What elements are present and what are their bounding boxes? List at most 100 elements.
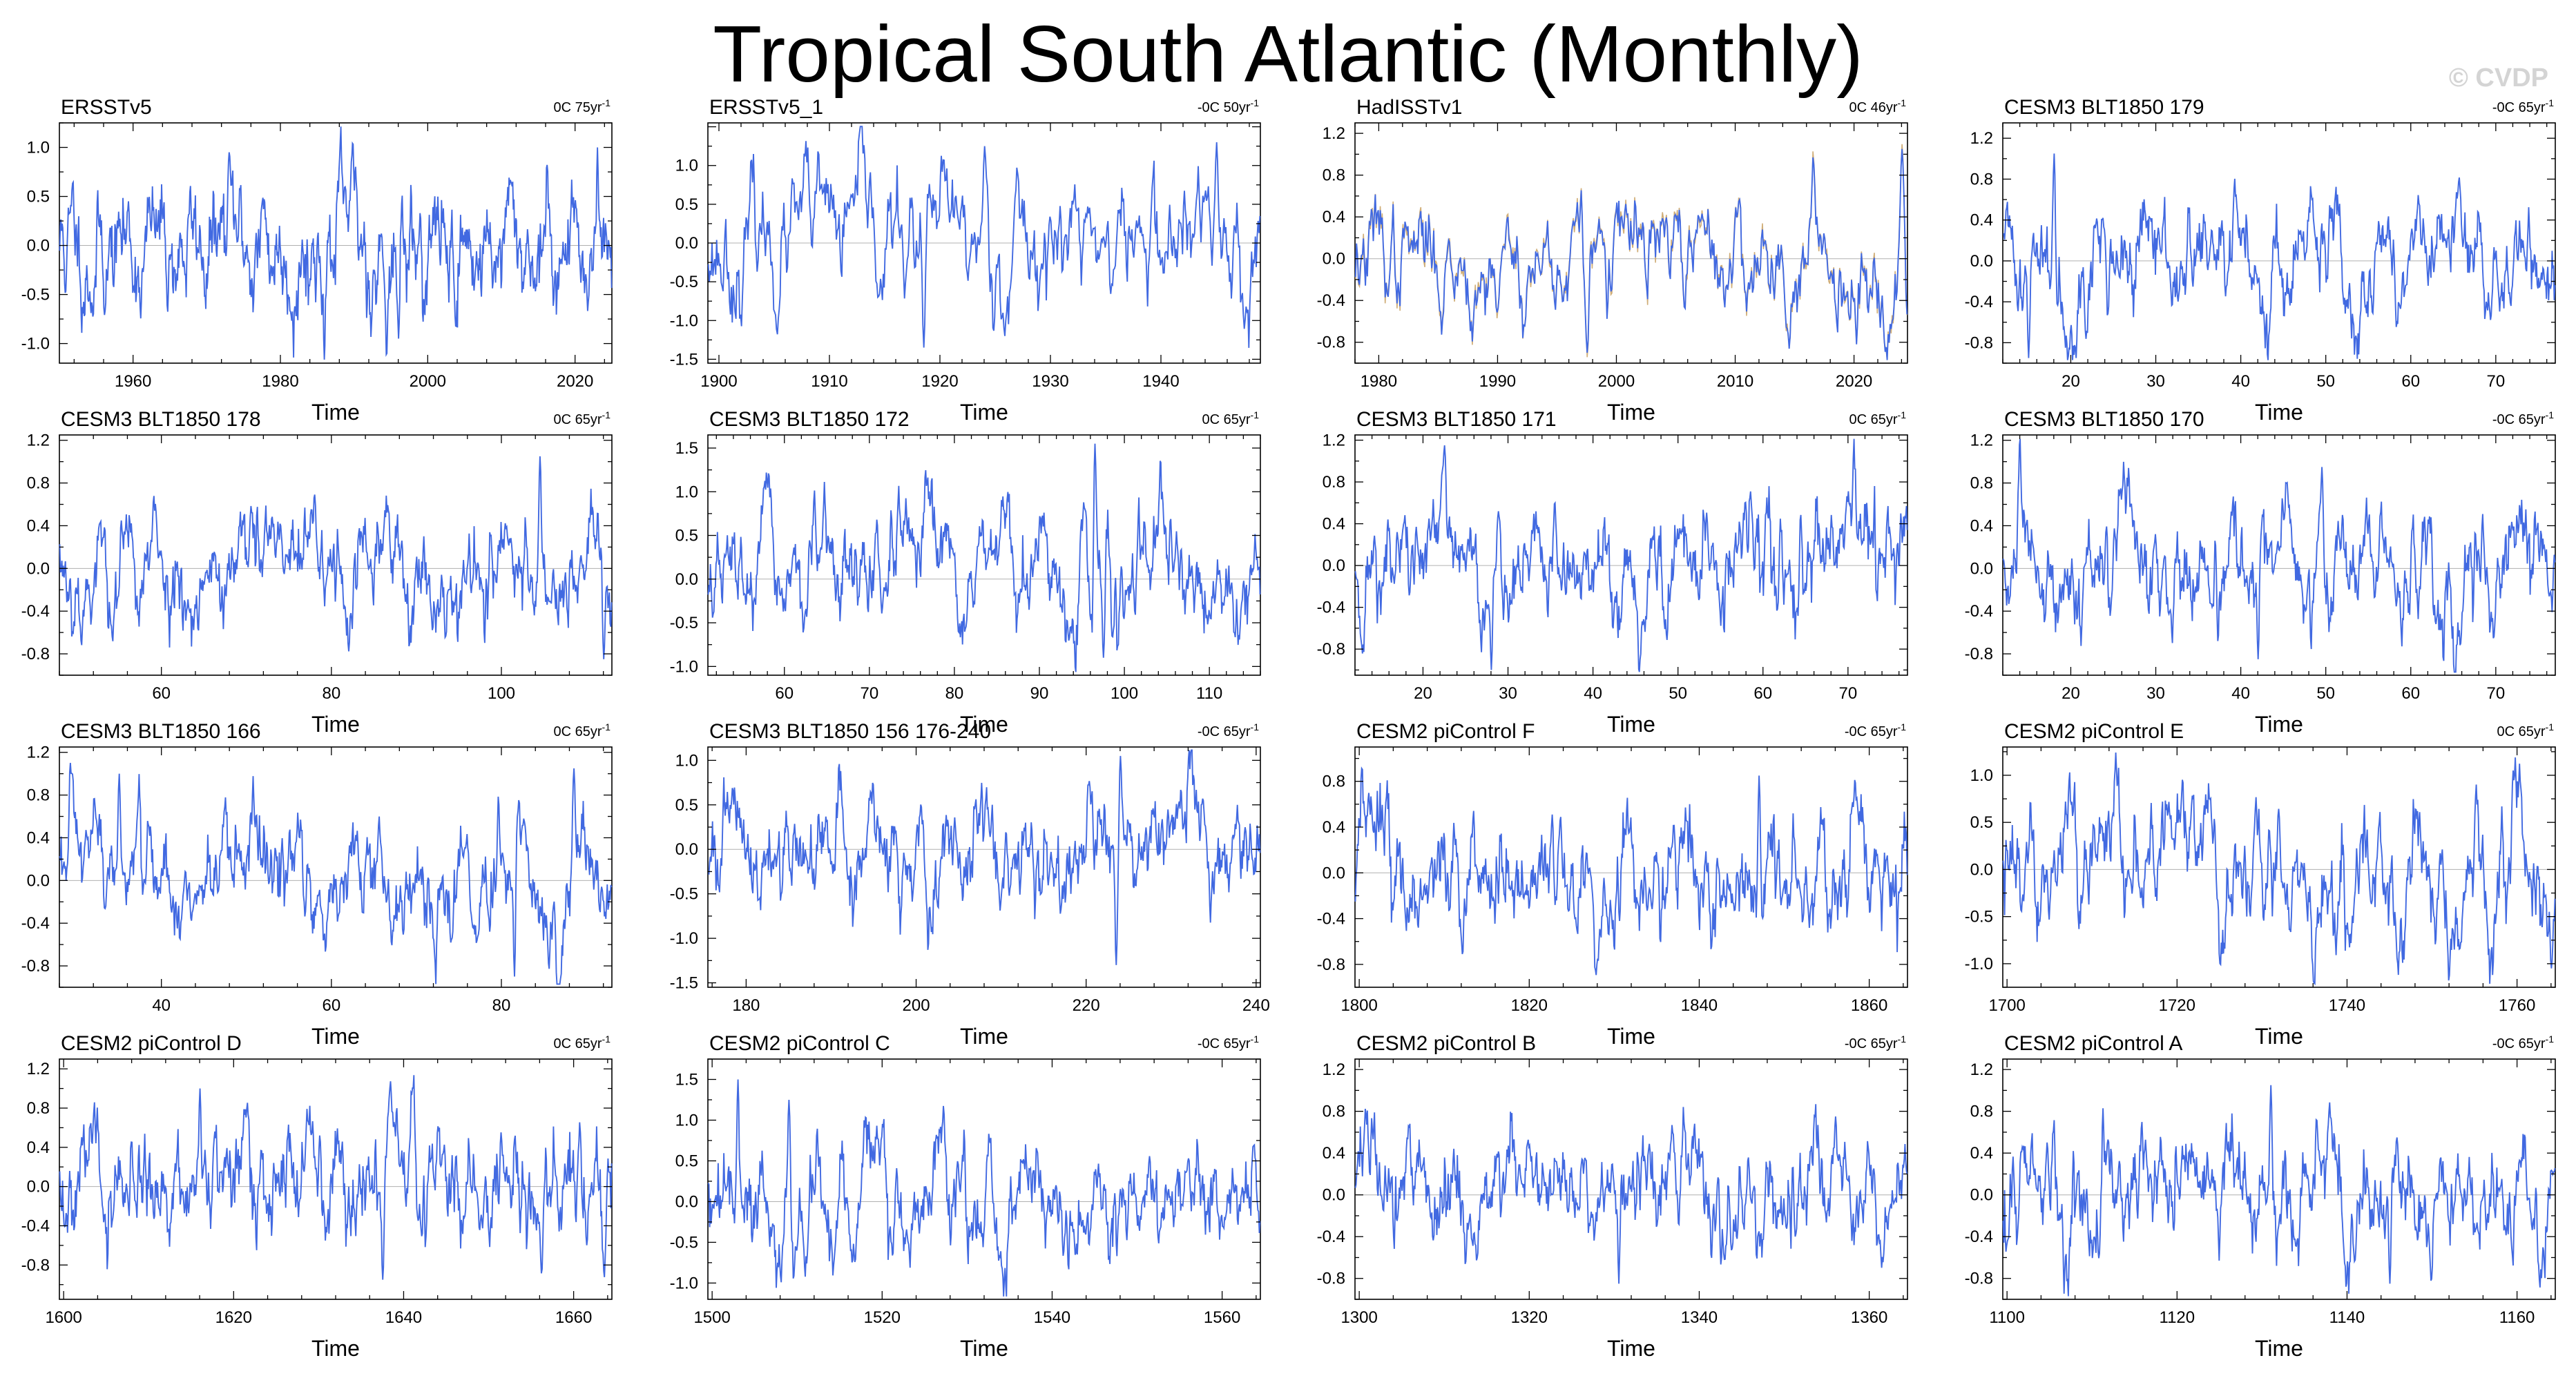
series-line (1354, 766, 1908, 976)
x-axis-label: Time (960, 400, 1008, 425)
y-tick-label: -0.8 (1317, 333, 1345, 352)
series-line (707, 126, 1261, 348)
y-tick-label: 0.0 (1323, 1186, 1345, 1205)
y-tick-label: -0.8 (1965, 1270, 1993, 1288)
x-tick-label: 1720 (2159, 996, 2195, 1015)
x-tick-label: 1540 (1034, 1308, 1070, 1327)
y-tick-label: 0.5 (675, 1152, 698, 1170)
x-tick-label: 2010 (1717, 372, 1753, 391)
panel-title: CESM3 BLT1850 179 (2004, 96, 2204, 119)
page-title: Tropical South Atlantic (Monthly) (713, 9, 1863, 99)
series-line (59, 1075, 613, 1280)
x-tick-label: 2020 (1836, 372, 1872, 391)
x-tick-label: 1620 (215, 1308, 252, 1327)
y-tick-label: 0.0 (27, 1178, 50, 1196)
y-tick-label: -0.8 (1317, 956, 1345, 974)
y-tick-label: -0.8 (21, 1256, 50, 1274)
x-tick-label: 80 (945, 684, 964, 703)
x-tick-label: 60 (1753, 684, 1772, 703)
trend-label: 0C 65yr-1 (554, 409, 611, 427)
x-axis-label: Time (311, 712, 360, 737)
y-tick-label: 0.5 (675, 796, 698, 815)
y-tick-label: 1.0 (675, 157, 698, 175)
y-tick-label: 0.0 (27, 237, 50, 255)
y-tick-label: 0.0 (1970, 860, 1993, 879)
x-tick-label: 1520 (864, 1308, 901, 1327)
y-tick-label: 1.2 (27, 431, 50, 450)
panel-title: CESM2 piControl D (61, 1032, 242, 1055)
y-tick-label: -0.8 (1965, 645, 1993, 663)
x-tick-label: 100 (488, 684, 515, 703)
y-tick-label: 0.8 (1970, 170, 1993, 188)
x-tick-label: 240 (1242, 996, 1270, 1015)
x-tick-label: 100 (1111, 684, 1138, 703)
y-tick-label: -0.4 (1317, 291, 1345, 310)
trend-label: -0C 65yr-1 (1198, 721, 1259, 739)
panel-title: CESM3 BLT1850 156 176-240 (709, 720, 991, 743)
plot-frame (2002, 434, 2556, 676)
x-tick-label: 60 (322, 996, 340, 1015)
x-tick-label: 1160 (2499, 1308, 2535, 1327)
x-tick-label: 70 (860, 684, 878, 703)
y-tick-label: 1.5 (675, 1070, 698, 1089)
x-axis-label: Time (1607, 400, 1655, 425)
x-tick-label: 40 (2231, 372, 2250, 391)
y-tick-label: 0.8 (1970, 1103, 1993, 1121)
x-tick-label: 1840 (1681, 996, 1718, 1015)
chart-panel-2: 1900 1910 1920 1930 1940 -1.5 -1.0 -0.5 0.0 0.5 1.… (670, 96, 1261, 425)
x-tick-label: 30 (2146, 684, 2165, 703)
y-tick-label: 0.5 (675, 195, 698, 214)
chart-panel-13: 1600 1620 1640 1660 -0.8 -0.4 0.0 0.4 0.8 1.2 CESM… (21, 1032, 613, 1361)
x-tick-label: 1740 (2329, 996, 2365, 1015)
y-tick-label: 1.0 (1970, 766, 1993, 785)
x-tick-label: 30 (1499, 684, 1517, 703)
trend-label: 0C 65yr-1 (554, 721, 611, 739)
y-tick-label: 0.4 (1323, 515, 1345, 534)
x-tick-label: 1980 (1361, 372, 1397, 391)
chart-panel-14: 1500 1520 1540 1560 -1.0 -0.5 0.0 0.5 1.0 1.5 CESM… (670, 1032, 1261, 1361)
y-tick-label: -0.5 (670, 1233, 698, 1252)
x-axis-label: Time (1607, 712, 1655, 737)
y-tick-label: -0.4 (1965, 1228, 1993, 1246)
plot-frame (707, 434, 1261, 676)
y-tick-label: 0.0 (1970, 252, 1993, 271)
panel-title: CESM2 piControl A (2004, 1032, 2182, 1055)
chart-panel-1: 1960 1980 2000 2020 -1.0 -0.5 0.0 0.5 1.0 ERSSTv5… (21, 96, 613, 425)
x-tick-label: 50 (2316, 372, 2335, 391)
trend-label: -0C 65yr-1 (2492, 1034, 2554, 1051)
x-tick-label: 1640 (385, 1308, 422, 1327)
y-tick-label: -0.8 (1317, 1270, 1345, 1288)
series-line (707, 1079, 1261, 1297)
plot-frame (1354, 434, 1908, 676)
panel-title: HadISSTv1 (1356, 96, 1462, 119)
trend-label: -0C 65yr-1 (1198, 1034, 1259, 1051)
trend-label: 0C 65yr-1 (1202, 409, 1260, 427)
y-tick-label: 0.5 (27, 188, 50, 206)
x-axis-label: Time (1607, 1336, 1655, 1361)
x-tick-label: 70 (2486, 684, 2505, 703)
x-tick-label: 20 (1414, 684, 1432, 703)
y-tick-label: -0.5 (670, 273, 698, 291)
y-tick-label: 1.2 (27, 1060, 50, 1078)
x-tick-label: 20 (2061, 372, 2080, 391)
x-tick-label: 1980 (262, 372, 298, 391)
x-tick-label: 1560 (1204, 1308, 1240, 1327)
y-tick-label: -1.0 (670, 1274, 698, 1292)
y-tick-label: 1.0 (27, 139, 50, 157)
y-tick-label: 1.2 (1323, 124, 1345, 143)
chart-panel-8: 20 30 40 50 60 70 -0.8 -0.4 0.0 0.4 0.8 1.2 CESM3 BL… (1965, 408, 2556, 737)
y-tick-label: 1.2 (1970, 431, 1993, 450)
trend-label: 0C 65yr-1 (554, 1034, 611, 1051)
y-tick-label: 0.4 (27, 828, 50, 847)
chart-panel-7: 20 30 40 50 60 70 -0.8 -0.4 0.0 0.4 0.8 1.2 CESM3 BL… (1317, 408, 1908, 737)
obs-overlay-line (1354, 144, 1908, 360)
panel-title: ERSSTv5_1 (709, 96, 823, 119)
x-axis-label: Time (2255, 712, 2303, 737)
y-tick-label: 0.8 (27, 786, 50, 805)
x-tick-label: 1500 (693, 1308, 730, 1327)
y-tick-label: 1.0 (675, 751, 698, 770)
chart-panel-10: 180 200 220 240 -1.5 -1.0 -0.5 0.0 0.5 1.0 CESM3 B… (670, 720, 1270, 1049)
x-tick-label: 90 (1030, 684, 1049, 703)
chart-panel-9: 40 60 80 -0.8 -0.4 0.0 0.4 0.8 1.2 CESM3 BLT1850 … (21, 720, 613, 1049)
x-tick-label: 1760 (2499, 996, 2535, 1015)
